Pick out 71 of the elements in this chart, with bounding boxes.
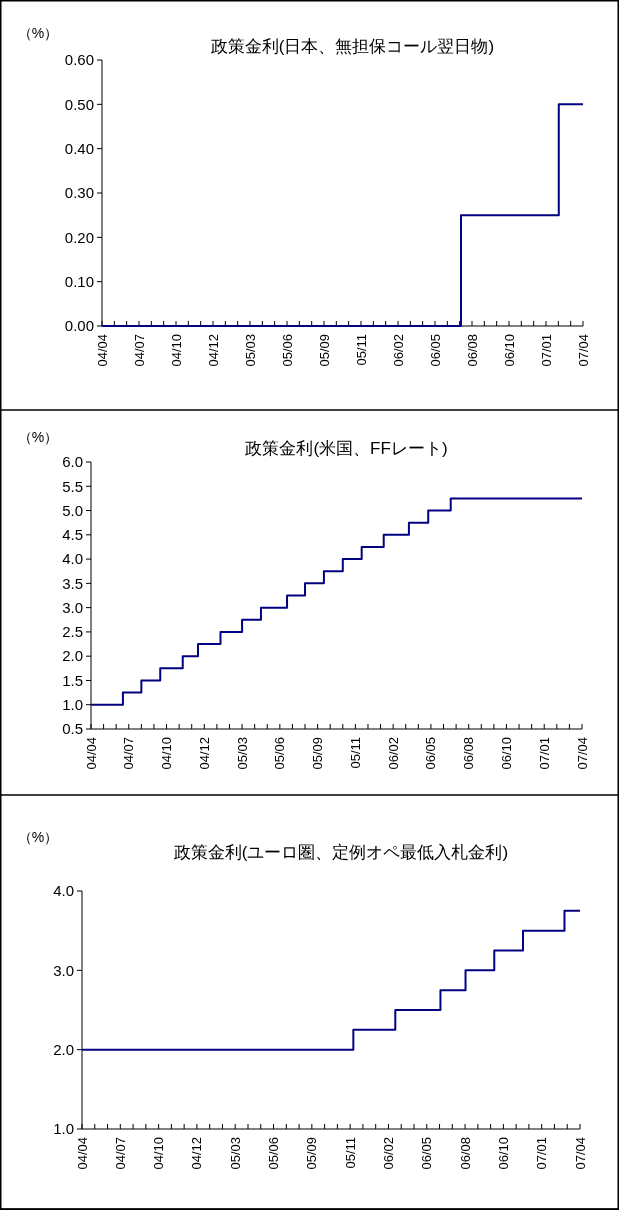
- x-tick-label: 04/10: [151, 1137, 167, 1170]
- x-tick-label: 04/07: [112, 1137, 128, 1170]
- x-tick-label: 06/10: [495, 1137, 511, 1170]
- y-tick-label: 0.50: [64, 95, 94, 113]
- x-tick-label: 04/10: [159, 737, 175, 770]
- x-tick-label: 06/08: [457, 1137, 473, 1170]
- y-tick-label: 3.0: [53, 961, 74, 979]
- y-tick-label: 5.0: [62, 501, 83, 519]
- y-tick-label: 3.0: [62, 598, 83, 616]
- x-tick-label: 05/03: [227, 1137, 243, 1170]
- x-tick-label: 05/11: [342, 1137, 358, 1169]
- y-tick-label: 2.0: [53, 1040, 74, 1058]
- x-tick-label: 04/04: [83, 737, 99, 770]
- x-tick-label: 06/02: [390, 334, 406, 367]
- x-tick-label: 06/05: [427, 334, 443, 367]
- x-tick-label: 06/10: [499, 737, 515, 770]
- x-tick-label: 04/12: [196, 737, 212, 770]
- x-tick-label: 05/11: [353, 334, 369, 366]
- y-tick-label: 4.0: [53, 882, 74, 900]
- y-tick-label: 6.0: [62, 453, 83, 471]
- y-tick-label: 4.0: [62, 550, 83, 568]
- x-tick-label: 06/05: [423, 737, 439, 770]
- y-tick-label: 0.10: [64, 272, 94, 290]
- x-tick-label: 05/03: [234, 737, 250, 770]
- x-tick-label: 07/04: [572, 1137, 588, 1170]
- x-tick-label: 04/04: [94, 334, 110, 367]
- x-tick-label: 05/11: [347, 737, 363, 769]
- y-axis-title: （%）: [17, 429, 59, 445]
- y-tick-label: 0.00: [64, 317, 94, 335]
- y-tick-label: 0.20: [64, 228, 94, 246]
- x-tick-label: 04/07: [121, 737, 137, 770]
- chart-title: 政策金利(米国、FFレート): [245, 439, 448, 458]
- y-tick-label: 4.5: [62, 526, 83, 544]
- y-tick-label: 3.5: [62, 574, 83, 592]
- y-tick-label: 0.60: [64, 51, 94, 69]
- x-tick-label: 04/04: [74, 1137, 90, 1170]
- x-tick-label: 04/12: [189, 1137, 205, 1170]
- x-tick-label: 05/03: [242, 334, 258, 367]
- y-axis-title: （%）: [17, 829, 59, 845]
- x-tick-label: 05/09: [310, 737, 326, 770]
- y-tick-label: 1.0: [53, 1120, 74, 1138]
- y-tick-label: 5.5: [62, 477, 83, 495]
- y-tick-label: 2.5: [62, 623, 83, 641]
- x-tick-label: 04/07: [131, 334, 147, 367]
- y-tick-label: 2.0: [62, 647, 83, 665]
- x-tick-label: 04/12: [205, 334, 221, 367]
- y-tick-label: 0.5: [62, 720, 83, 738]
- y-tick-label: 1.5: [62, 671, 83, 689]
- x-tick-label: 05/06: [266, 1137, 282, 1170]
- x-tick-label: 07/04: [574, 737, 590, 770]
- x-tick-label: 06/10: [501, 334, 517, 367]
- x-tick-label: 07/01: [538, 334, 554, 367]
- x-tick-label: 06/08: [464, 334, 480, 367]
- x-tick-label: 06/08: [461, 737, 477, 770]
- chart-title: 政策金利(日本、無担保コール翌日物): [210, 37, 495, 56]
- y-tick-label: 0.30: [64, 184, 94, 202]
- x-tick-label: 07/04: [575, 334, 591, 367]
- x-tick-label: 06/05: [419, 1137, 435, 1170]
- x-tick-label: 04/10: [168, 334, 184, 367]
- x-tick-label: 05/09: [304, 1137, 320, 1170]
- x-tick-label: 06/02: [381, 1137, 397, 1170]
- x-tick-label: 05/06: [272, 737, 288, 770]
- y-tick-label: 1.0: [62, 695, 83, 713]
- x-tick-label: 05/06: [279, 334, 295, 367]
- x-tick-label: 05/09: [316, 334, 332, 367]
- y-tick-label: 0.40: [64, 139, 94, 157]
- y-axis-title: （%）: [17, 25, 59, 41]
- x-tick-label: 07/01: [536, 737, 552, 770]
- x-tick-label: 06/02: [385, 737, 401, 770]
- x-tick-label: 07/01: [534, 1137, 550, 1170]
- chart-title: 政策金利(ユーロ圏、定例オペ最低入札金利): [173, 843, 509, 862]
